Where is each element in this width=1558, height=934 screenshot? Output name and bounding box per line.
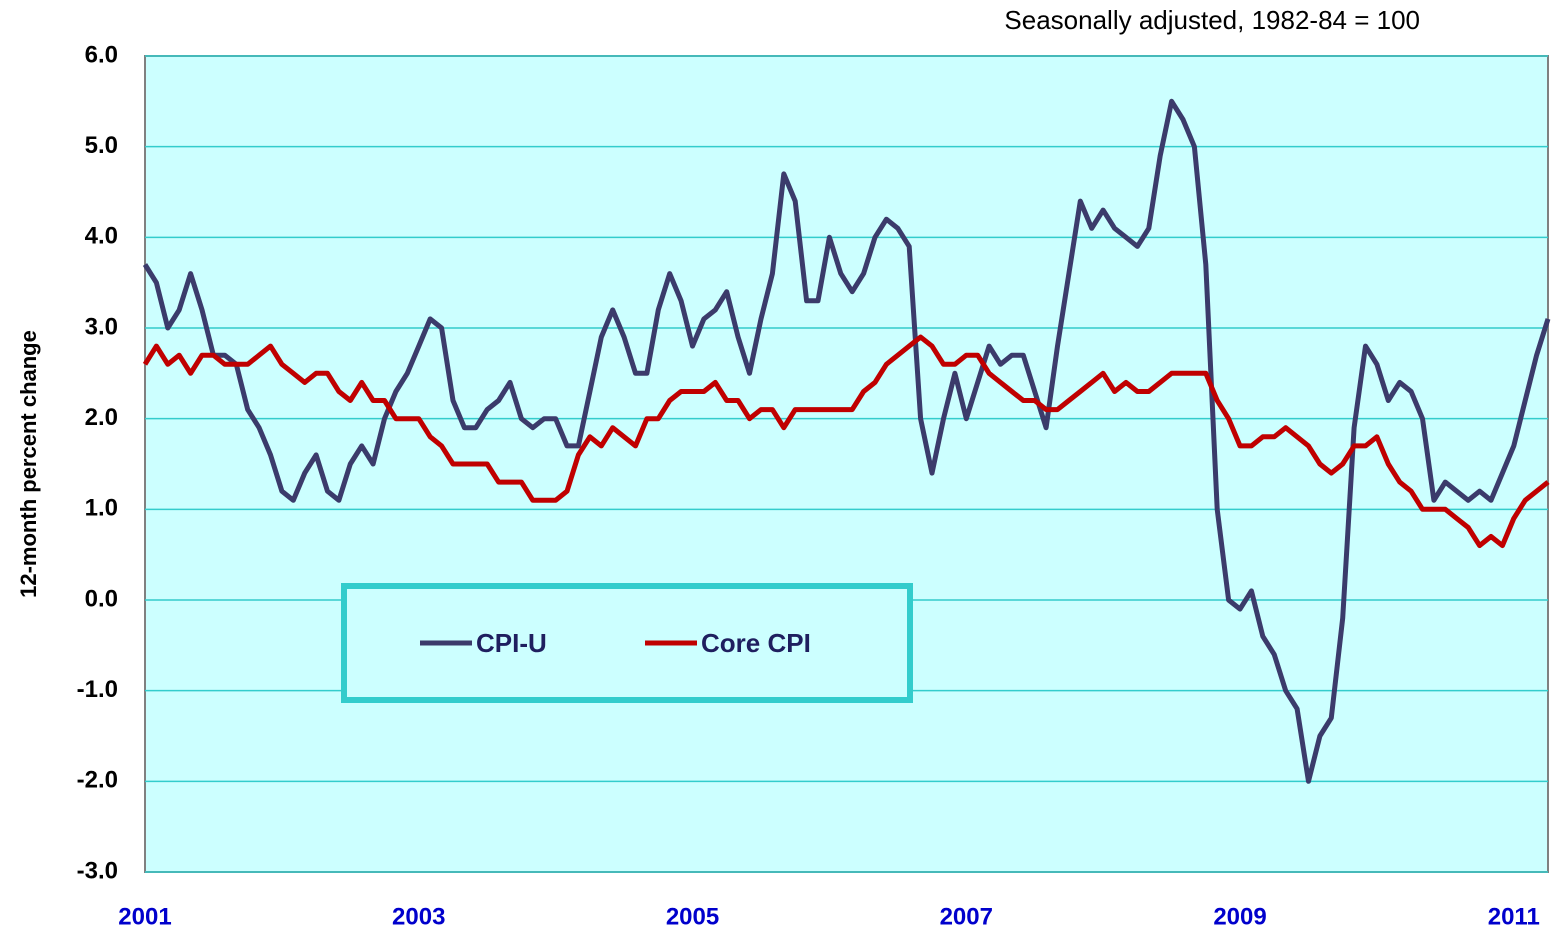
legend-items: CPI-U Core CPI xyxy=(420,628,811,658)
y-tick-label: 6.0 xyxy=(85,41,118,68)
y-tick-label: -3.0 xyxy=(77,857,118,884)
x-tick-label: 2005 xyxy=(666,903,719,930)
y-tick-label: -1.0 xyxy=(77,676,118,703)
y-tick-label: 1.0 xyxy=(85,495,118,522)
y-tick-label: 4.0 xyxy=(85,223,118,250)
chart-subtitle: Seasonally adjusted, 1982-84 = 100 xyxy=(1004,5,1420,35)
y-tick-label: 2.0 xyxy=(85,404,118,431)
x-tick-label: 2011 xyxy=(1488,903,1540,930)
x-tick-label: 2001 xyxy=(118,903,171,930)
x-tick-label: 2003 xyxy=(392,903,445,930)
x-tick-label: 2007 xyxy=(940,903,993,930)
series-line xyxy=(142,334,1550,549)
plot-area xyxy=(144,55,1549,873)
series-line xyxy=(142,98,1551,784)
y-tick-label: 0.0 xyxy=(85,585,118,612)
x-tick-label: 2009 xyxy=(1213,903,1266,930)
y-tick-label: -2.0 xyxy=(77,767,118,794)
y-tick-label: 5.0 xyxy=(85,132,118,159)
y-tick-label: 3.0 xyxy=(85,313,118,340)
legend-label: CPI-U xyxy=(476,628,547,658)
legend-label: Core CPI xyxy=(701,628,811,658)
series-lines xyxy=(142,98,1551,784)
y-axis-label: 12-month percent change xyxy=(16,330,41,598)
